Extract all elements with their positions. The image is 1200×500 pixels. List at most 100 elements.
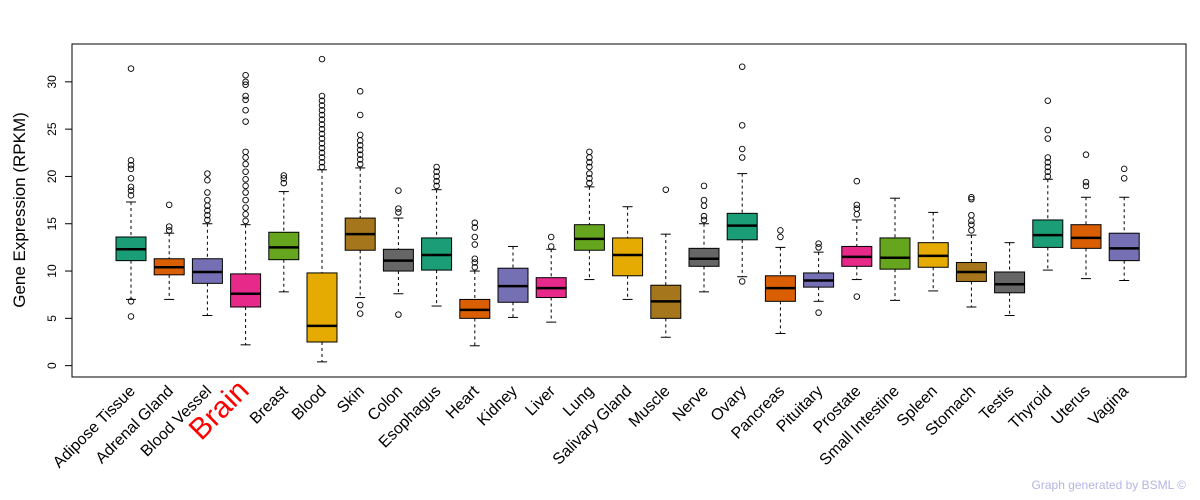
box <box>1032 219 1064 248</box>
box-group <box>803 240 835 316</box>
outlier-point <box>586 175 593 182</box>
y-axis: 0 5 10 15 20 25 30 <box>45 75 73 370</box>
box-group <box>535 233 567 323</box>
outlier-point <box>853 293 861 300</box>
outlier-point <box>700 182 708 190</box>
outlier-point <box>242 118 249 125</box>
outlier-point <box>127 183 135 191</box>
outlier-point <box>356 310 364 317</box>
y-tick-label: 10 <box>45 264 59 278</box>
outlier-point <box>242 160 249 168</box>
y-tick-label: 0 <box>45 362 59 369</box>
outlier-point <box>242 81 249 88</box>
outlier-point <box>204 189 211 196</box>
outlier-point <box>471 264 479 271</box>
y-tick-label: 25 <box>45 122 59 136</box>
outlier-point <box>356 88 364 95</box>
outlier-point <box>204 170 211 177</box>
outlier-point <box>738 122 746 129</box>
outlier-point <box>968 211 975 219</box>
outlier-point <box>318 154 326 161</box>
box-group <box>268 172 300 293</box>
outlier-point <box>395 205 402 212</box>
box-group <box>955 194 987 308</box>
outlier-point <box>318 111 326 119</box>
x-tick-label: Liver <box>522 382 559 419</box>
outlier-point <box>242 204 249 211</box>
box-group <box>421 163 453 307</box>
outlier-point <box>815 240 822 247</box>
x-tick-label: Kidney <box>474 383 521 430</box>
outlier-point <box>700 196 708 204</box>
outlier-point <box>586 179 593 187</box>
outlier-point <box>318 116 326 123</box>
outlier-point <box>968 194 975 201</box>
x-tick-label: Uterus <box>1048 383 1093 428</box>
outlier-point <box>165 227 173 234</box>
outlier-point <box>318 144 326 152</box>
x-tick-label: Vagina <box>1086 383 1132 429</box>
outlier-point <box>433 168 440 175</box>
outlier-point <box>127 65 135 72</box>
x-tick-label: Nerve <box>670 383 712 425</box>
outlier-point <box>242 106 249 114</box>
outlier-point <box>738 145 746 153</box>
box-group <box>344 88 376 317</box>
outlier-point <box>242 196 249 204</box>
box <box>994 271 1026 294</box>
outlier-point <box>318 106 326 114</box>
box-group <box>191 170 223 317</box>
credit-text: Graph generated by BSML © <box>1031 478 1186 492</box>
outlier-point <box>242 168 249 175</box>
box-group <box>1070 151 1102 280</box>
outlier-point <box>318 55 326 63</box>
outlier-point <box>586 170 593 177</box>
outlier-point <box>738 278 746 285</box>
box-group <box>230 71 262 346</box>
outlier-point <box>471 219 479 227</box>
outlier-point <box>242 78 249 86</box>
outlier-point <box>968 227 975 234</box>
outlier-point <box>1082 182 1090 190</box>
outlier-point <box>242 176 249 183</box>
outlier-point <box>395 311 402 318</box>
outlier-point <box>547 233 555 241</box>
outlier-point <box>1082 178 1090 186</box>
outlier-point <box>853 177 861 185</box>
outlier-point <box>815 309 822 316</box>
outlier-point <box>471 259 479 266</box>
y-tick-label: 15 <box>45 217 59 231</box>
outlier-point <box>586 163 593 171</box>
outlier-point <box>1120 165 1128 173</box>
box-group <box>1108 165 1140 282</box>
outlier-point <box>127 298 135 305</box>
outlier-point <box>471 233 479 241</box>
outlier-point <box>1082 151 1090 158</box>
box-group <box>688 182 720 293</box>
box-group <box>764 227 796 334</box>
outlier-point <box>318 102 326 109</box>
outlier-point <box>356 146 364 154</box>
outlier-point <box>777 233 784 241</box>
outlier-point <box>968 195 975 203</box>
outlier-point <box>242 217 249 225</box>
outlier-point <box>127 192 135 199</box>
outlier-point <box>700 202 708 210</box>
outlier-point <box>1044 97 1052 105</box>
outlier-point <box>242 148 249 156</box>
outlier-point <box>356 111 364 119</box>
outlier-point <box>318 121 326 128</box>
outlier-point <box>1044 126 1052 134</box>
outlier-point <box>318 149 326 157</box>
outlier-point <box>127 165 135 173</box>
outlier-point <box>853 211 861 218</box>
box-group <box>573 148 605 281</box>
y-axis-label: Gene Expression (RPKM) <box>10 112 29 308</box>
outlier-point <box>242 182 249 190</box>
outlier-point <box>968 221 975 228</box>
plot-frame <box>71 43 1187 378</box>
box-group <box>994 242 1026 317</box>
outlier-point <box>127 161 135 169</box>
